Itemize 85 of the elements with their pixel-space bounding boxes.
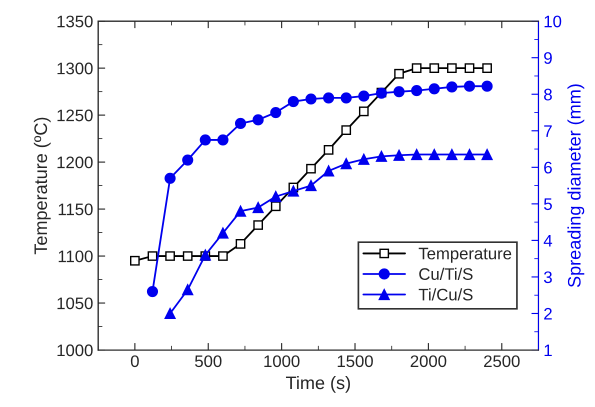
point: [411, 85, 422, 96]
point: [358, 154, 370, 165]
x-tick-label: 500: [195, 355, 222, 368]
point: [217, 228, 228, 239]
point: [482, 148, 493, 160]
point: [340, 158, 352, 170]
legend-label: Ti/Cu/S: [418, 288, 473, 301]
point: [288, 186, 299, 197]
y2-tick-label: 5: [544, 198, 552, 210]
point: [305, 180, 317, 192]
point: [148, 251, 158, 261]
point: [270, 106, 282, 118]
point: [323, 92, 334, 104]
y-tick-label: 1050: [58, 297, 93, 310]
point: [482, 63, 492, 74]
point: [428, 83, 440, 94]
x-tick-label: 1500: [338, 355, 373, 368]
point: [288, 96, 299, 108]
point: [164, 308, 176, 320]
point: [324, 145, 334, 155]
x-tick-label: 1000: [264, 355, 300, 368]
point: [217, 134, 228, 146]
y-tick-label: 1350: [58, 16, 93, 28]
point: [146, 286, 158, 298]
point: [376, 150, 387, 162]
point: [253, 220, 264, 230]
point: [305, 93, 317, 105]
point: [270, 191, 282, 202]
point: [394, 68, 404, 79]
point: [234, 118, 246, 130]
legend-label: Cu/Ti/S: [419, 268, 473, 280]
y2-tick-label: 10: [544, 16, 562, 28]
x-axis-title: Time (s): [286, 376, 350, 393]
point: [358, 106, 369, 116]
point: [446, 148, 458, 160]
y-tick-label: 1100: [58, 250, 93, 262]
point: [182, 251, 193, 261]
x-tick-label: 0: [130, 355, 139, 368]
y2-tick-label: 9: [544, 52, 552, 64]
point: [234, 206, 246, 217]
y-axis-title: Temperature (ºC): [34, 118, 51, 254]
point: [182, 284, 194, 296]
point: [270, 201, 281, 212]
point: [252, 114, 264, 126]
y2-tick-label: 4: [544, 234, 552, 246]
point: [130, 256, 140, 266]
point: [341, 125, 352, 136]
point: [464, 80, 476, 92]
point: [464, 148, 476, 160]
y2-tick-label: 3: [544, 271, 552, 284]
point: [447, 63, 457, 74]
x-tick-label: 2000: [410, 355, 446, 368]
y-tick-label: 1000: [58, 344, 93, 356]
point: [165, 251, 175, 261]
point: [218, 251, 228, 261]
point: [236, 238, 246, 249]
point: [164, 172, 176, 184]
y-tick-label: 1300: [58, 62, 93, 74]
y-tick-label: 1150: [58, 203, 93, 216]
point: [482, 80, 493, 92]
point: [464, 63, 474, 74]
x-tick-label: 2500: [484, 355, 520, 368]
y-tick-label: 1250: [58, 110, 93, 122]
point: [182, 154, 194, 166]
y2-tick-label: 8: [544, 88, 552, 100]
point: [412, 63, 422, 74]
point: [393, 150, 405, 161]
point: [358, 90, 370, 102]
point: [428, 148, 440, 160]
y2-tick-label: 1: [544, 344, 552, 356]
y2-tick-label: 6: [544, 162, 552, 174]
point: [446, 81, 458, 92]
y2-tick-label: 7: [544, 125, 552, 137]
point: [411, 148, 422, 160]
point: [306, 164, 316, 174]
point: [393, 86, 405, 98]
point: [252, 202, 264, 214]
legend-label: Temperature: [418, 248, 512, 263]
point: [200, 134, 211, 146]
y2-axis-title: Spreading diameter (mm): [567, 84, 584, 288]
point: [429, 63, 440, 74]
point: [323, 165, 334, 177]
y2-tick-label: 2: [544, 308, 552, 320]
y-tick-label: 1200: [58, 156, 93, 168]
point: [340, 92, 352, 104]
